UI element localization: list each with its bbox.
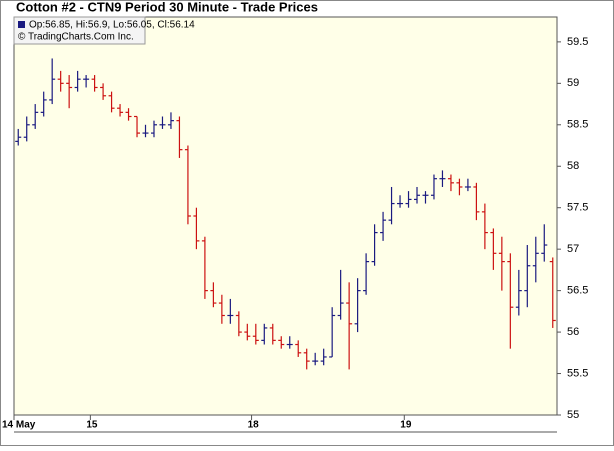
x-tick-label: 14 May bbox=[2, 420, 36, 431]
plot-area bbox=[13, 16, 558, 416]
y-tick-label: 58.5 bbox=[567, 119, 588, 131]
y-tick-label: 56.5 bbox=[567, 285, 588, 297]
legend-swatch bbox=[18, 21, 25, 28]
y-tick-label: 55.5 bbox=[567, 367, 588, 379]
y-tick-label: 59.5 bbox=[567, 36, 588, 48]
x-tick-label: 18 bbox=[248, 420, 260, 431]
legend-text: Op:56.85, Hi:56.9, Lo:56.05, Cl:56.14 bbox=[29, 20, 195, 31]
x-tick-label: 19 bbox=[400, 420, 412, 431]
y-tick-label: 57.5 bbox=[567, 202, 588, 214]
legend-box bbox=[13, 16, 146, 45]
y-tick-label: 59 bbox=[567, 77, 579, 89]
copyright: © TradingCharts.Com Inc. bbox=[18, 32, 134, 43]
y-tick-label: 55 bbox=[567, 409, 579, 421]
x-tick-label: 15 bbox=[86, 420, 98, 431]
y-tick-label: 56 bbox=[567, 326, 579, 338]
chart-title: Cotton #2 - CTN9 Period 30 Minute - Trad… bbox=[16, 0, 318, 14]
y-tick-label: 58 bbox=[567, 160, 579, 172]
y-tick-label: 57 bbox=[567, 243, 579, 255]
